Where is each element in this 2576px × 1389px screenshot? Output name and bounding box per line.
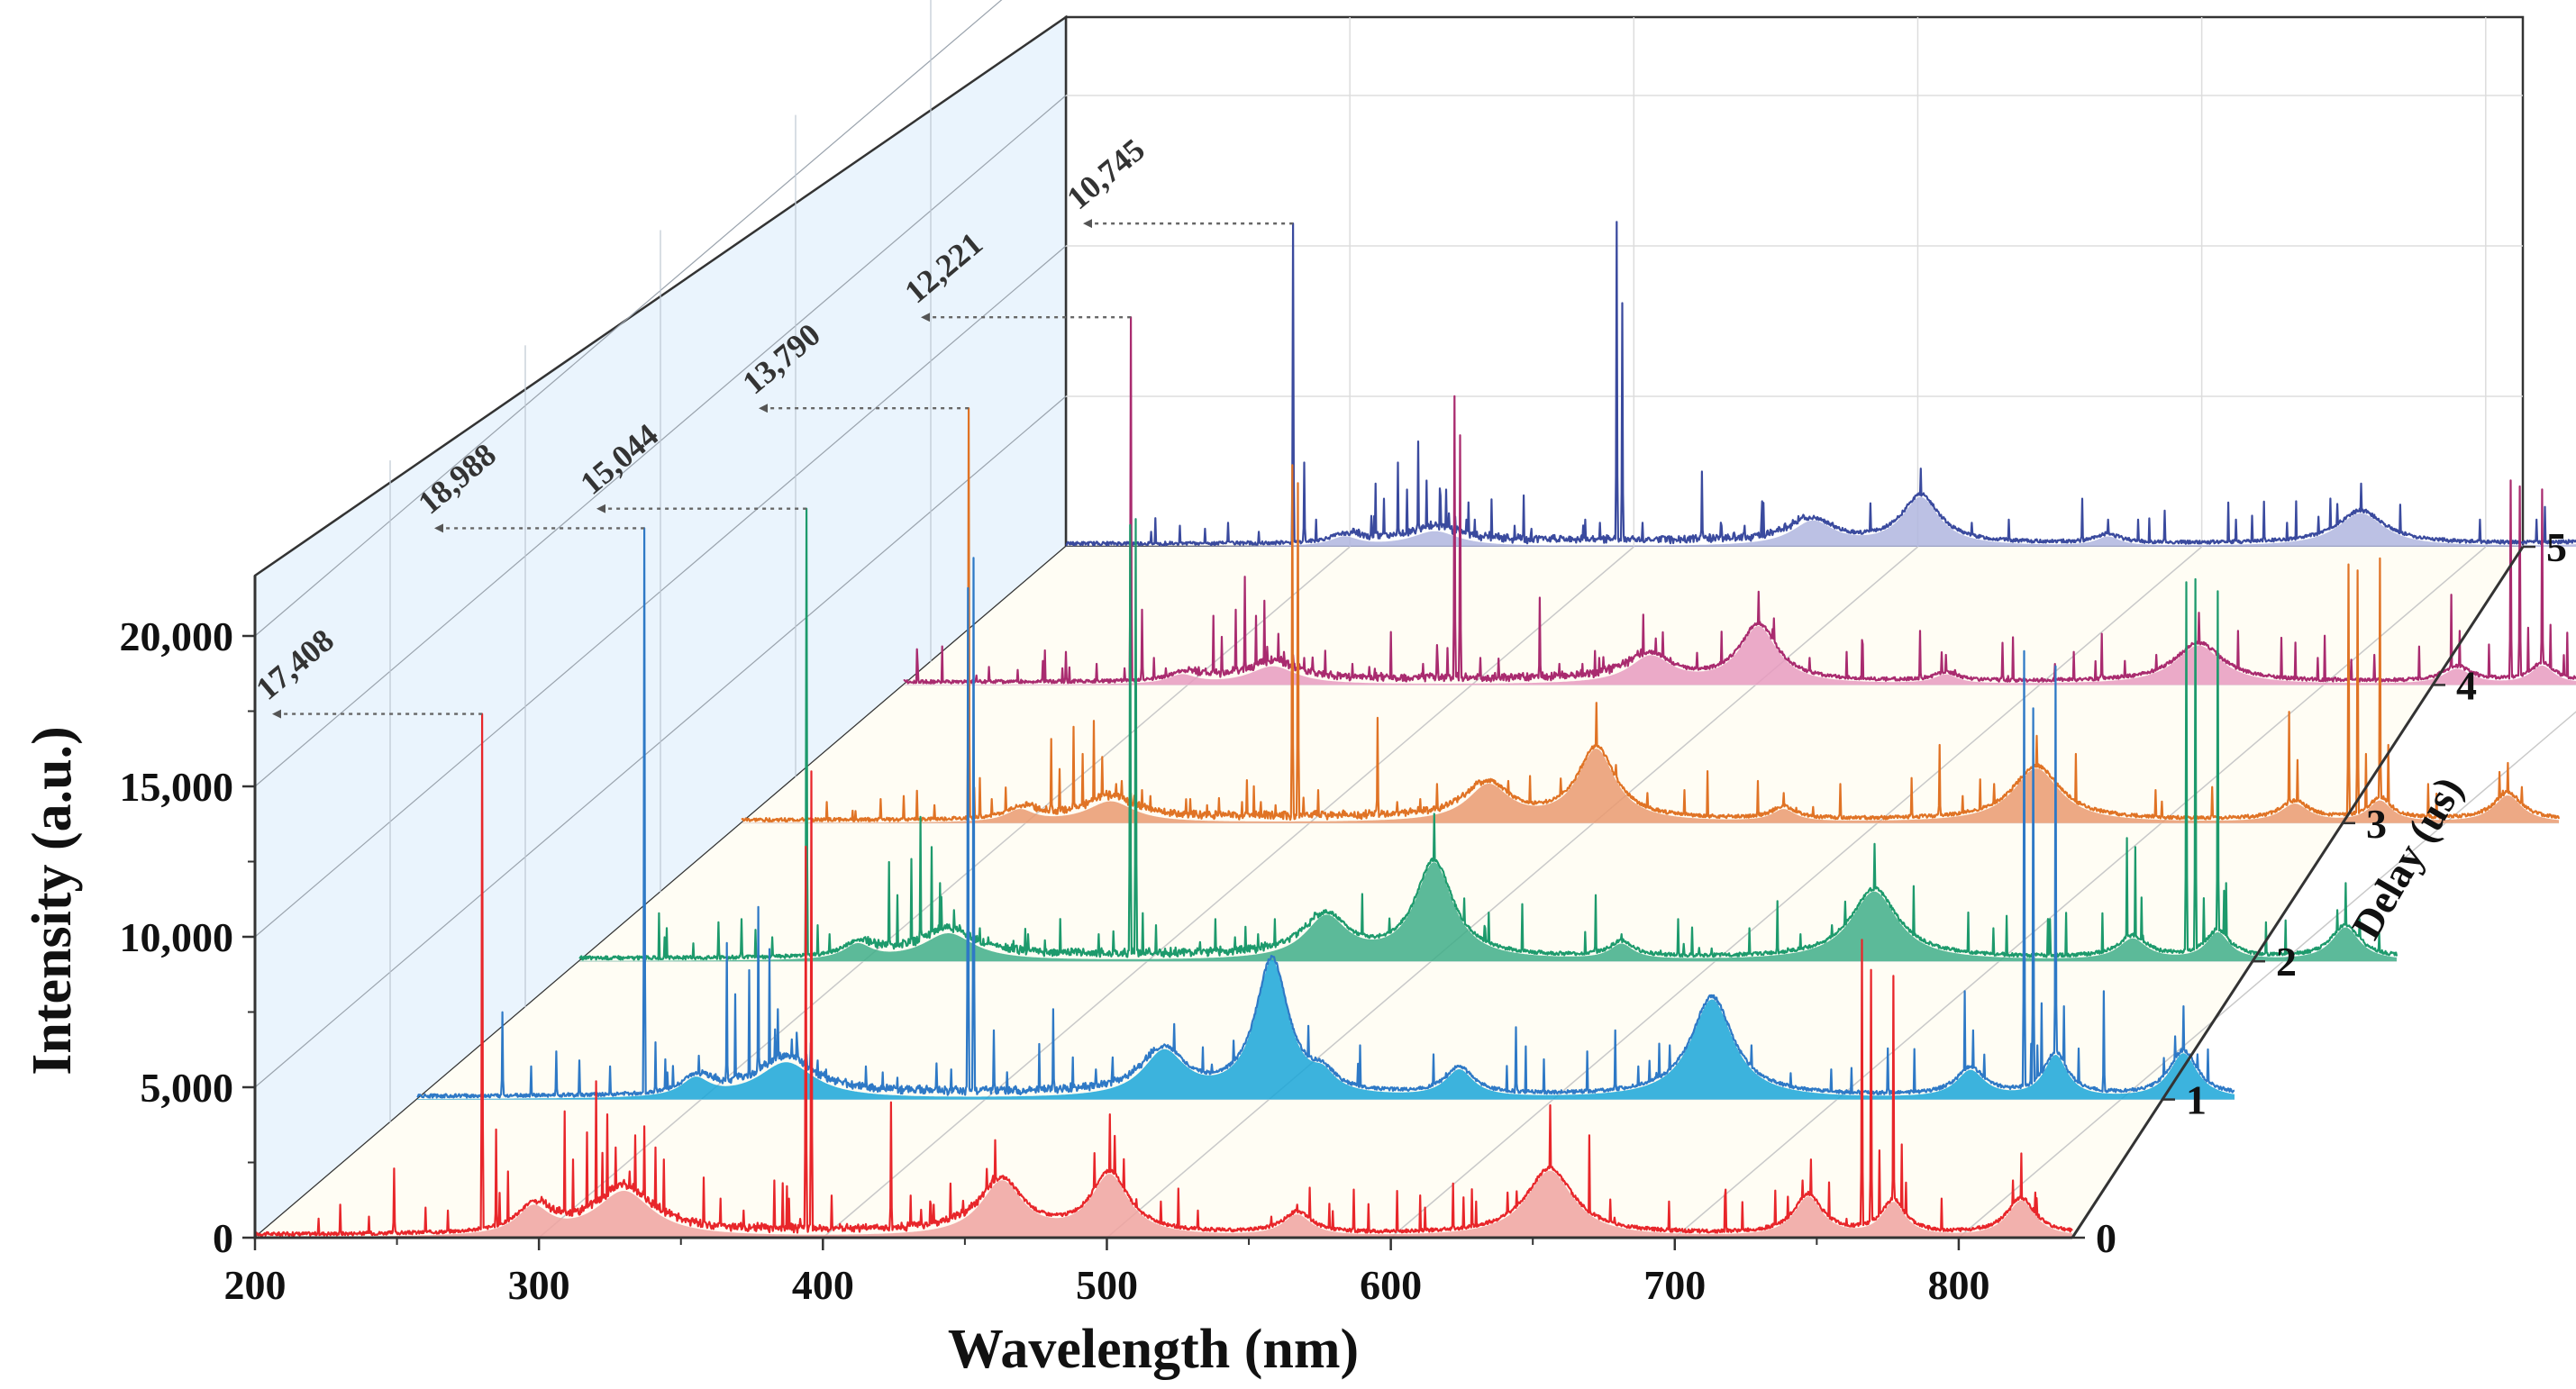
- series-line-delay-1: [416, 527, 2235, 1099]
- y-axis-title: Intensity (a.u.): [22, 726, 83, 1076]
- series-line-delay-5: [1065, 221, 2576, 547]
- floor-grid-x: [1958, 711, 2576, 1239]
- depth-axis-line: [2071, 546, 2525, 1239]
- x-tick-label: 400: [792, 1262, 854, 1308]
- x-tick-label: 200: [224, 1262, 287, 1308]
- series-line-delay-4: [903, 316, 2576, 685]
- y-tick-label: 20,000: [120, 613, 234, 659]
- series-fill-delay-1: [417, 959, 2235, 1100]
- series-fill-delay-5: [1066, 496, 2576, 547]
- z-tick-label: 1: [2186, 1077, 2207, 1123]
- x-tick-label: 800: [1927, 1262, 1989, 1308]
- series-fill-delay-2: [579, 862, 2397, 962]
- y-tick-label: 10,000: [120, 914, 234, 960]
- x-tick-label: 600: [1360, 1262, 1422, 1308]
- z-tick-label: 3: [2366, 801, 2387, 847]
- chart-edges: [253, 546, 2525, 1239]
- floor-grid-x: [1390, 546, 2203, 1239]
- y-tick-label: 5,000: [141, 1065, 234, 1111]
- floor: [255, 547, 2523, 1238]
- z-tick-label: 0: [2096, 1215, 2116, 1261]
- series-line-delay-0: [253, 713, 2073, 1237]
- z-tick-label: 4: [2456, 662, 2477, 708]
- y-tick-label: 15,000: [120, 764, 234, 810]
- x-tick-label: 500: [1076, 1262, 1138, 1308]
- back-wall: [1064, 15, 2525, 549]
- series-line-delay-3: [741, 407, 2561, 823]
- z-tick-label: 2: [2276, 939, 2297, 985]
- series-layer: [253, 221, 2576, 1238]
- series-line-delay-2: [578, 507, 2399, 961]
- y-tick-label: 0: [213, 1215, 233, 1261]
- x-tick-label: 700: [1643, 1262, 1706, 1308]
- series-fill-delay-0: [255, 1170, 2072, 1238]
- series-fill-delay-3: [742, 749, 2559, 823]
- axes-ticks: 200 300 400 500 600 700 800 0 5,000 10,000 15,000 2…: [120, 524, 2568, 1308]
- series-fill-delay-4: [904, 626, 2576, 685]
- chart-panels: [253, 14, 2525, 1240]
- x-tick-label: 300: [508, 1262, 570, 1308]
- x-axis-title: Wavelength (nm): [948, 1319, 1359, 1380]
- z-tick-label: 5: [2546, 524, 2567, 570]
